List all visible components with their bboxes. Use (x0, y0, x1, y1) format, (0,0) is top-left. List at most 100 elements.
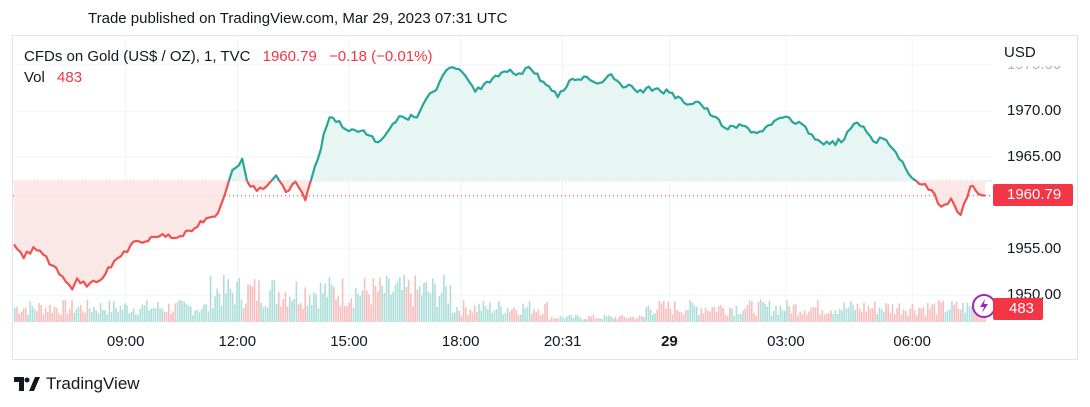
tradingview-footer[interactable]: TradingView (14, 374, 140, 394)
volume-bar (777, 314, 779, 322)
x-tick-label: 12:00 (218, 333, 257, 350)
volume-bar (689, 299, 691, 322)
volume-bar (465, 307, 467, 322)
volume-bar (330, 284, 333, 322)
volume-bar (99, 303, 102, 322)
volume-bar (707, 310, 709, 322)
volume-bar (909, 308, 911, 322)
volume-bar (735, 305, 738, 322)
volume-bar (179, 300, 181, 322)
volume-bar (612, 318, 614, 322)
volume-bar (931, 304, 933, 322)
volume-bar (766, 306, 768, 322)
volume-bar (168, 303, 170, 322)
symbol-name[interactable]: CFDs on Gold (US$ / OZ), 1, TVC (24, 48, 251, 65)
volume-bar (317, 308, 320, 322)
volume-bar (935, 314, 938, 322)
volume-bar (467, 315, 469, 322)
volume-bar (905, 311, 907, 322)
volume-bar (286, 306, 289, 322)
volume-bar (506, 307, 509, 322)
volume-bar (841, 310, 843, 322)
volume-bar (605, 316, 608, 322)
volume-bar (511, 309, 513, 322)
volume-bar (704, 307, 707, 322)
x-tick-label: 20:31 (543, 333, 582, 350)
volume-bar (731, 308, 733, 322)
x-tick-label: 29 (661, 333, 678, 350)
y-tick-label: 1955.00 (1007, 240, 1062, 257)
volume-bar (513, 307, 515, 322)
volume-bar (91, 311, 93, 322)
volume-bar (700, 308, 702, 322)
volume-bar (517, 315, 520, 322)
volume-bars (14, 274, 986, 322)
volume-bar (821, 309, 823, 322)
volume-bar (392, 291, 394, 322)
volume-bar (557, 318, 559, 322)
volume-bar (38, 303, 40, 322)
volume-bar (315, 294, 317, 322)
volume-bar (964, 312, 966, 322)
volume-bar (326, 297, 328, 322)
volume-bar (654, 313, 656, 322)
volume-bar (357, 293, 359, 322)
volume-label[interactable]: Vol (24, 69, 45, 86)
volume-bar (469, 309, 471, 322)
volume-bar (249, 284, 251, 322)
volume-bar (878, 307, 881, 322)
currency-label[interactable]: USD (1004, 44, 1036, 61)
volume-bar (955, 301, 958, 322)
volume-bar (924, 315, 927, 322)
volume-bar (29, 301, 31, 322)
volume-bar (524, 308, 526, 322)
volume-bar (555, 318, 557, 322)
volume-bar (304, 287, 306, 322)
volume-bar (176, 301, 179, 322)
volume-bar (366, 290, 368, 322)
volume-bar (73, 312, 75, 322)
volume-bar (570, 314, 573, 322)
volume-bar (247, 284, 249, 322)
volume-bar (680, 311, 683, 322)
volume-bar (526, 306, 529, 322)
volume-bar (911, 303, 914, 322)
volume-bar (95, 310, 97, 322)
volume-bar (940, 302, 942, 322)
volume-bar (715, 312, 718, 322)
volume-bar (561, 317, 564, 322)
volume-bar (355, 288, 357, 322)
volume-bar (594, 318, 597, 322)
volume-bar (324, 283, 326, 322)
volume-bar (346, 306, 348, 322)
volume-bar (748, 300, 751, 322)
volume-bar (542, 313, 544, 322)
volume-bar (643, 317, 645, 322)
volume-bar (69, 308, 71, 322)
volume-bar (779, 305, 782, 322)
volume-bar (729, 307, 731, 322)
volume-bar (143, 305, 146, 322)
volume-bar (773, 310, 775, 322)
volume-bar (306, 305, 309, 322)
volume-bar (867, 305, 870, 322)
volume-bar (762, 301, 764, 322)
volume-bar (212, 308, 214, 322)
volume-bar (434, 284, 436, 322)
volume-bar (137, 314, 139, 322)
volume-legend: Vol 483 (24, 69, 82, 86)
volume-bar (335, 299, 337, 322)
volume-bar (410, 293, 412, 322)
volume-bar (282, 299, 284, 322)
volume-bar (685, 310, 687, 322)
volume-bar (515, 310, 518, 322)
volume-bar (495, 308, 498, 322)
volume-bar (528, 301, 531, 322)
volume-bar (610, 316, 612, 322)
legend-price: 1960.79 (262, 48, 317, 65)
volume-bar (836, 314, 839, 322)
volume-bar (770, 315, 773, 322)
volume-bar (161, 308, 163, 322)
volume-bar (269, 290, 271, 322)
